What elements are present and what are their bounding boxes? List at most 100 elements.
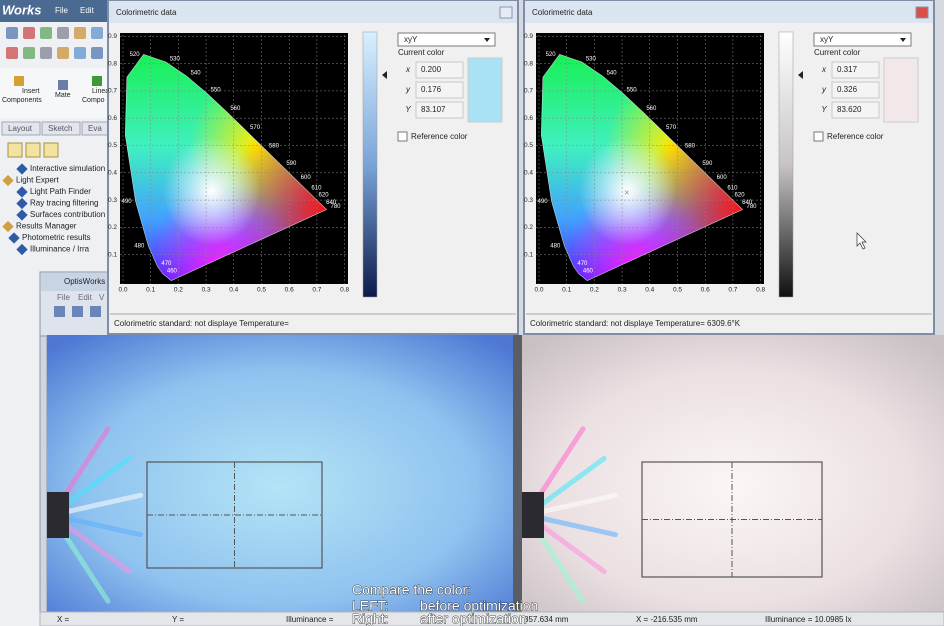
wavelength-label: 560 (230, 106, 241, 112)
y-tick-label: 0.4 (524, 170, 533, 177)
y-tick-label: 0.2 (524, 224, 533, 231)
field-label: Y (405, 105, 411, 114)
tree-item[interactable]: Photometric results (22, 233, 90, 242)
field-label: x (405, 65, 411, 74)
tree-item[interactable]: Surfaces contribution (30, 210, 105, 219)
mode-dropdown[interactable] (813, 32, 912, 47)
y-tick-label: 0.1 (524, 251, 533, 258)
sub-menu-item[interactable]: File (57, 293, 70, 302)
source (522, 492, 544, 538)
dropdown-arrow (484, 38, 490, 42)
tree-item[interactable]: Ray tracing filtering (30, 199, 98, 208)
toolbar-icon[interactable] (40, 47, 52, 59)
field-value: 0.176 (421, 85, 442, 94)
ribbon-label[interactable]: Insert (22, 88, 40, 95)
tree-tool[interactable] (43, 142, 59, 158)
window-titlebar (525, 1, 933, 23)
tab[interactable] (1, 121, 41, 136)
subtitle-line: Compare the color: (352, 582, 471, 598)
tree-item[interactable]: Results Manager (16, 222, 77, 231)
y-tick-label: 0.8 (524, 60, 533, 67)
field-value: 83.107 (421, 105, 446, 114)
mode-value[interactable]: xyY (820, 35, 834, 44)
toolbar-icon[interactable] (57, 47, 69, 59)
sub-window-edge (39, 335, 48, 613)
sub-tool[interactable] (72, 306, 83, 317)
tab-label[interactable]: Eva (88, 124, 102, 133)
luminance-scale (778, 31, 794, 298)
ribbon-icon[interactable] (92, 76, 102, 86)
wavelength-label: 530 (170, 57, 181, 63)
x-tick-label: 0.4 (645, 287, 654, 294)
sub-menu-item[interactable]: V (99, 293, 105, 302)
tab-label[interactable]: Layout (8, 124, 33, 133)
wavelength-label: 780 (747, 204, 758, 210)
mode-value[interactable]: xyY (404, 35, 418, 44)
tree-tool[interactable] (7, 142, 23, 158)
menu-item[interactable]: Edit (80, 6, 95, 15)
toolbar-icon[interactable] (40, 27, 52, 39)
ribbon-label[interactable]: Linear (92, 88, 112, 95)
menu-item[interactable]: File (55, 6, 68, 15)
source (47, 492, 69, 538)
window-title: Colorimetric data (532, 8, 593, 17)
sub-window-title: OptisWorks (64, 277, 105, 286)
spectral-locus (540, 54, 744, 281)
field-label: y (821, 85, 827, 94)
divider (513, 335, 522, 612)
colorimetric-window: Colorimetric data 0.0 0.1 0.2 0.3 0.4 0.5 0.6 0.… (107, 0, 519, 335)
toolbar-icon[interactable] (6, 27, 18, 39)
sub-menu-item[interactable]: Edit (78, 293, 93, 302)
wavelength-label: 490 (122, 199, 133, 205)
wavelength-label: 610 (727, 185, 738, 191)
ribbon-label[interactable]: Mate (55, 92, 71, 99)
window-titlebar (109, 1, 517, 23)
wavelength-label: 480 (550, 243, 561, 249)
reference-checkbox[interactable] (397, 131, 408, 142)
toolbar-icon[interactable] (74, 27, 86, 39)
sub-tool[interactable] (54, 306, 65, 317)
status-field: Illuminance = (286, 615, 334, 624)
toolbar-icon[interactable] (23, 47, 35, 59)
toolbar-icon[interactable] (91, 27, 103, 39)
status-bar (39, 611, 944, 626)
y-tick-label: 0.9 (108, 33, 117, 40)
tree-item[interactable]: Light Expert (16, 176, 59, 185)
ribbon-label[interactable]: Compo (82, 97, 105, 104)
y-tick-label: 0.7 (108, 88, 117, 95)
wavelength-label: 640 (742, 200, 753, 206)
wavelength-label: 460 (167, 268, 178, 274)
field-box (415, 81, 464, 99)
y-tick-label: 0.1 (108, 251, 117, 258)
close-button[interactable] (915, 6, 929, 19)
ribbon-icon[interactable] (58, 80, 68, 90)
tree-item[interactable]: Interactive simulation (30, 164, 105, 173)
mode-dropdown[interactable] (397, 32, 496, 47)
wavelength-label: 480 (134, 243, 145, 249)
toolbar-icon[interactable] (74, 47, 86, 59)
tab[interactable] (41, 121, 81, 136)
tree-tool[interactable] (25, 142, 41, 158)
sub-tool[interactable] (90, 306, 101, 317)
wavelength-label: 620 (735, 192, 746, 198)
ribbon-icon[interactable] (14, 76, 24, 86)
tab-label[interactable]: Sketch (48, 124, 72, 133)
toolbar-icon[interactable] (91, 47, 103, 59)
toolbar-icon[interactable] (6, 47, 18, 59)
tree-item[interactable]: Illuminance / Irra (30, 245, 90, 254)
ribbon-label[interactable]: Components (2, 97, 42, 104)
reference-checkbox[interactable] (813, 131, 824, 142)
reference-color-label[interactable]: Reference color (827, 132, 884, 141)
color-marker: × (624, 187, 629, 197)
toolbar-icon[interactable] (23, 27, 35, 39)
field-box (831, 61, 880, 79)
reference-color-label[interactable]: Reference color (411, 132, 468, 141)
close-button[interactable] (499, 6, 513, 19)
x-tick-label: 0.8 (756, 287, 765, 294)
toolbar-icon[interactable] (57, 27, 69, 39)
field-label: Y (821, 105, 827, 114)
tree-item[interactable]: Light Path Finder (30, 187, 91, 196)
wavelength-label: 540 (607, 71, 618, 77)
wavelength-label: 460 (583, 268, 594, 274)
color-marker: × (176, 228, 181, 238)
